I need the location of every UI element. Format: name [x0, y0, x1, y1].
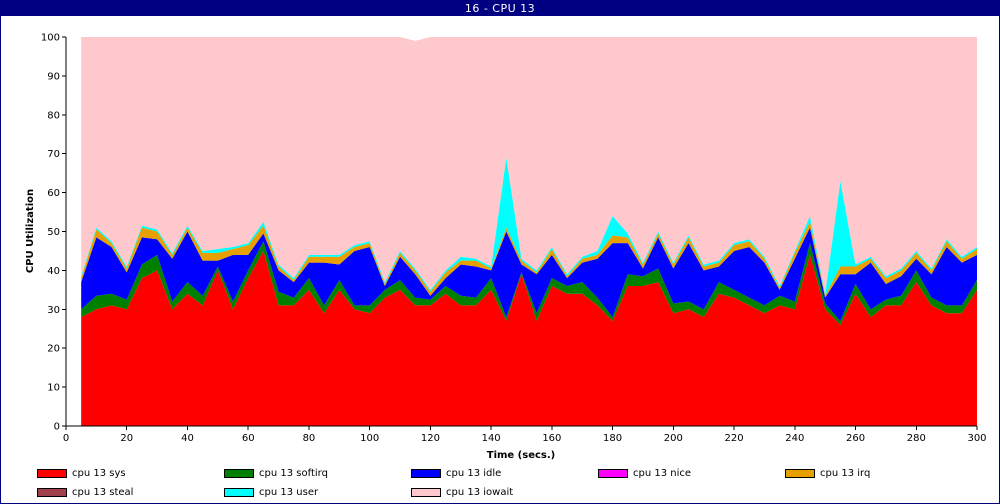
x-axis-title: Time (secs.) [487, 450, 556, 461]
series-area-cpu-13-softirq [81, 241, 978, 325]
series-area-cpu-13-idle [81, 227, 978, 321]
legend-label: cpu 13 steal [72, 486, 134, 498]
x-tick-label: 140 [482, 433, 501, 444]
y-tick-label: 40 [47, 266, 60, 277]
legend-item: cpu 13 idle [411, 466, 501, 480]
x-tick-label: 160 [542, 433, 561, 444]
y-tick-label: 30 [47, 305, 60, 316]
x-tick-label: 240 [785, 433, 804, 444]
legend-label: cpu 13 sys [72, 467, 126, 479]
legend-swatch [411, 468, 441, 478]
legend-label: cpu 13 idle [446, 467, 502, 479]
legend-label: cpu 13 softirq [259, 467, 328, 479]
legend-swatch [598, 468, 628, 478]
window-title: 16 - CPU 13 [1, 1, 999, 16]
x-tick-label: 180 [603, 433, 622, 444]
x-tick-label: 40 [181, 433, 194, 444]
y-tick-label: 100 [41, 33, 60, 44]
legend-item: cpu 13 irq [785, 466, 870, 480]
legend-swatch [224, 468, 254, 478]
legend-label: cpu 13 iowait [446, 486, 514, 498]
legend-swatch [224, 487, 254, 497]
y-tick-label: 70 [47, 149, 60, 160]
x-tick-label: 120 [421, 433, 440, 444]
y-tick-label: 0 [54, 422, 60, 433]
series-area-cpu-13-sys [81, 250, 978, 426]
legend-label: cpu 13 nice [633, 467, 692, 479]
legend-label: cpu 13 user [259, 486, 319, 498]
legend-item: cpu 13 nice [598, 466, 691, 480]
y-axis-title: CPU Utilization [25, 189, 36, 273]
x-tick-label: 220 [725, 433, 744, 444]
plot-areas [66, 37, 978, 426]
y-tick-label: 80 [47, 110, 60, 121]
cpu-utilization-chart: 0 10 20 30 40 50 60 70 80 90 100 0 20 40 60 80 100 120 140… [25, 33, 987, 462]
x-tick-label: 300 [967, 433, 986, 444]
legend-item: cpu 13 sys [37, 466, 126, 480]
legend-item: cpu 13 user [224, 485, 318, 499]
legend-item: cpu 13 steal [37, 485, 133, 499]
x-tick-label: 60 [242, 433, 255, 444]
x-tick-label: 260 [846, 433, 865, 444]
x-tick-label: 200 [664, 433, 683, 444]
legend-item: cpu 13 softirq [224, 466, 328, 480]
x-tick-label: 280 [907, 433, 926, 444]
y-tick-label: 90 [47, 71, 60, 82]
legend-swatch [411, 487, 441, 497]
y-tick-label: 50 [47, 227, 60, 238]
x-tick-label: 0 [63, 433, 69, 444]
legend-item: cpu 13 iowait [411, 485, 513, 499]
y-tick-label: 10 [47, 383, 60, 394]
legend-swatch [785, 468, 815, 478]
x-tick-label: 80 [303, 433, 316, 444]
y-tick-label: 20 [47, 344, 60, 355]
legend: cpu 13 sys cpu 13 softirq cpu 13 idle cpu 1… [37, 466, 977, 502]
legend-swatch [37, 487, 67, 497]
x-tick-label: 100 [360, 433, 379, 444]
legend-swatch [37, 468, 67, 478]
x-tick-label: 20 [120, 433, 133, 444]
series-area-cpu-13-user [81, 157, 978, 296]
axes: 0 10 20 30 40 50 60 70 80 90 100 0 20 40 60 80 100 120 140… [41, 33, 987, 445]
y-tick-label: 60 [47, 188, 60, 199]
series-area-cpu-13-iowait [81, 37, 978, 294]
legend-label: cpu 13 irq [820, 467, 871, 479]
